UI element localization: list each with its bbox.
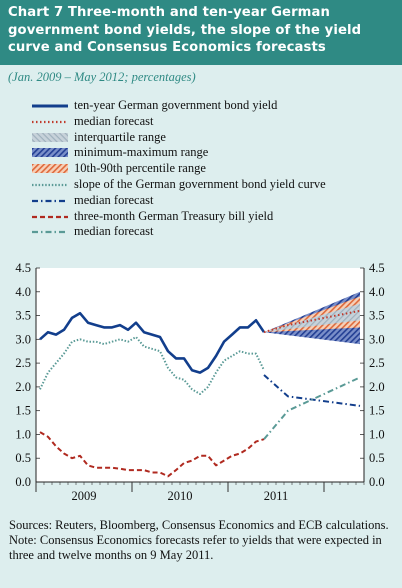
y-tick-label-left: 0.5 — [15, 451, 31, 465]
y-tick-label-left: 1.5 — [15, 404, 31, 418]
y-tick-label-right: 0.5 — [369, 451, 385, 465]
title-bar: Chart 7 Three-month and ten-year German … — [0, 0, 402, 65]
series-line — [263, 376, 361, 440]
y-tick-label-left: 3.0 — [15, 332, 31, 346]
legend-item: interquartile range — [32, 130, 392, 146]
legend-item: median forecast — [32, 224, 392, 240]
legend-label: minimum-maximum range — [74, 145, 209, 160]
legend-label: interquartile range — [74, 129, 166, 144]
line-chart: 0.0 0.0 0.5 0.5 1.0 1.0 1.5 1.5 2.0 2.0 2.5 2.5 3.0 3… — [15, 261, 385, 503]
legend: ten-year German government bond yield med… — [32, 98, 392, 240]
y-tick-label-right: 4.5 — [369, 262, 385, 275]
plot-area: 0.0 0.0 0.5 0.5 1.0 1.0 1.5 1.5 2.0 2.0 2.5 2.5 3.0 3… — [0, 261, 402, 514]
legend-label: three-month German Treasury bill yield — [74, 208, 274, 223]
y-tick-label-left: 2.0 — [15, 380, 31, 394]
legend-label: slope of the German government bond yiel… — [74, 176, 326, 191]
legend-swatch — [32, 199, 68, 202]
notes: Sources: Reuters, Bloomberg, Consensus E… — [9, 518, 394, 563]
legend-item: 10th-90th percentile range — [32, 161, 392, 177]
legend-item: median forecast — [32, 114, 392, 130]
y-tick-label-right: 2.0 — [369, 380, 385, 394]
legend-swatch — [32, 215, 68, 218]
legend-label: 10th-90th percentile range — [74, 161, 206, 176]
x-tick-label: 2010 — [168, 489, 193, 503]
legend-item: ten-year German government bond yield — [32, 98, 392, 114]
legend-label: median forecast — [74, 113, 154, 128]
y-tick-label-left: 3.5 — [15, 309, 31, 323]
series-line — [263, 374, 361, 407]
y-tick-label-right: 1.5 — [369, 404, 385, 418]
legend-swatch — [32, 104, 68, 108]
legend-swatch — [32, 164, 68, 174]
y-tick-label-right: 4.0 — [369, 285, 385, 299]
y-tick-label-left: 1.0 — [15, 427, 31, 441]
legend-label: ten-year German government bond yield — [74, 98, 278, 112]
y-tick-label-right: 0.0 — [369, 475, 385, 489]
legend-item: minimum-maximum range — [32, 145, 392, 161]
legend-item: three-month German Treasury bill yield — [32, 209, 392, 225]
legend-label: median forecast — [74, 224, 154, 239]
legend-swatch — [32, 120, 68, 123]
series-line — [39, 311, 266, 374]
legend-swatch — [32, 183, 68, 187]
y-tick-label-left: 0.0 — [15, 475, 31, 489]
y-tick-label-right: 3.0 — [369, 332, 385, 346]
legend-swatch — [32, 148, 68, 158]
x-tick-label: 2009 — [72, 489, 97, 503]
legend-swatch — [32, 132, 68, 142]
legend-item: median forecast — [32, 193, 392, 209]
y-tick-label-left: 4.5 — [15, 262, 31, 275]
plot-background — [36, 268, 364, 482]
y-tick-label-left: 2.5 — [15, 356, 31, 370]
y-tick-label-right: 2.5 — [369, 356, 385, 370]
y-tick-label-right: 1.0 — [369, 427, 385, 441]
series-line — [263, 309, 361, 334]
note-text: Note: Consensus Economics forecasts refe… — [9, 533, 382, 562]
x-tick-label: 2011 — [264, 489, 289, 503]
series-line — [39, 336, 265, 395]
chart-subtitle: (Jan. 2009 – May 2012; percentages) — [8, 70, 196, 84]
y-tick-label-left: 4.0 — [15, 285, 31, 299]
legend-swatch — [32, 231, 68, 234]
y-tick-label-right: 3.5 — [369, 309, 385, 323]
chart-title: Chart 7 Three-month and ten-year German … — [8, 5, 362, 55]
legend-item: slope of the German government bond yiel… — [32, 177, 392, 193]
sources-text: Sources: Reuters, Bloomberg, Consensus E… — [9, 518, 389, 532]
legend-label: median forecast — [74, 192, 154, 207]
